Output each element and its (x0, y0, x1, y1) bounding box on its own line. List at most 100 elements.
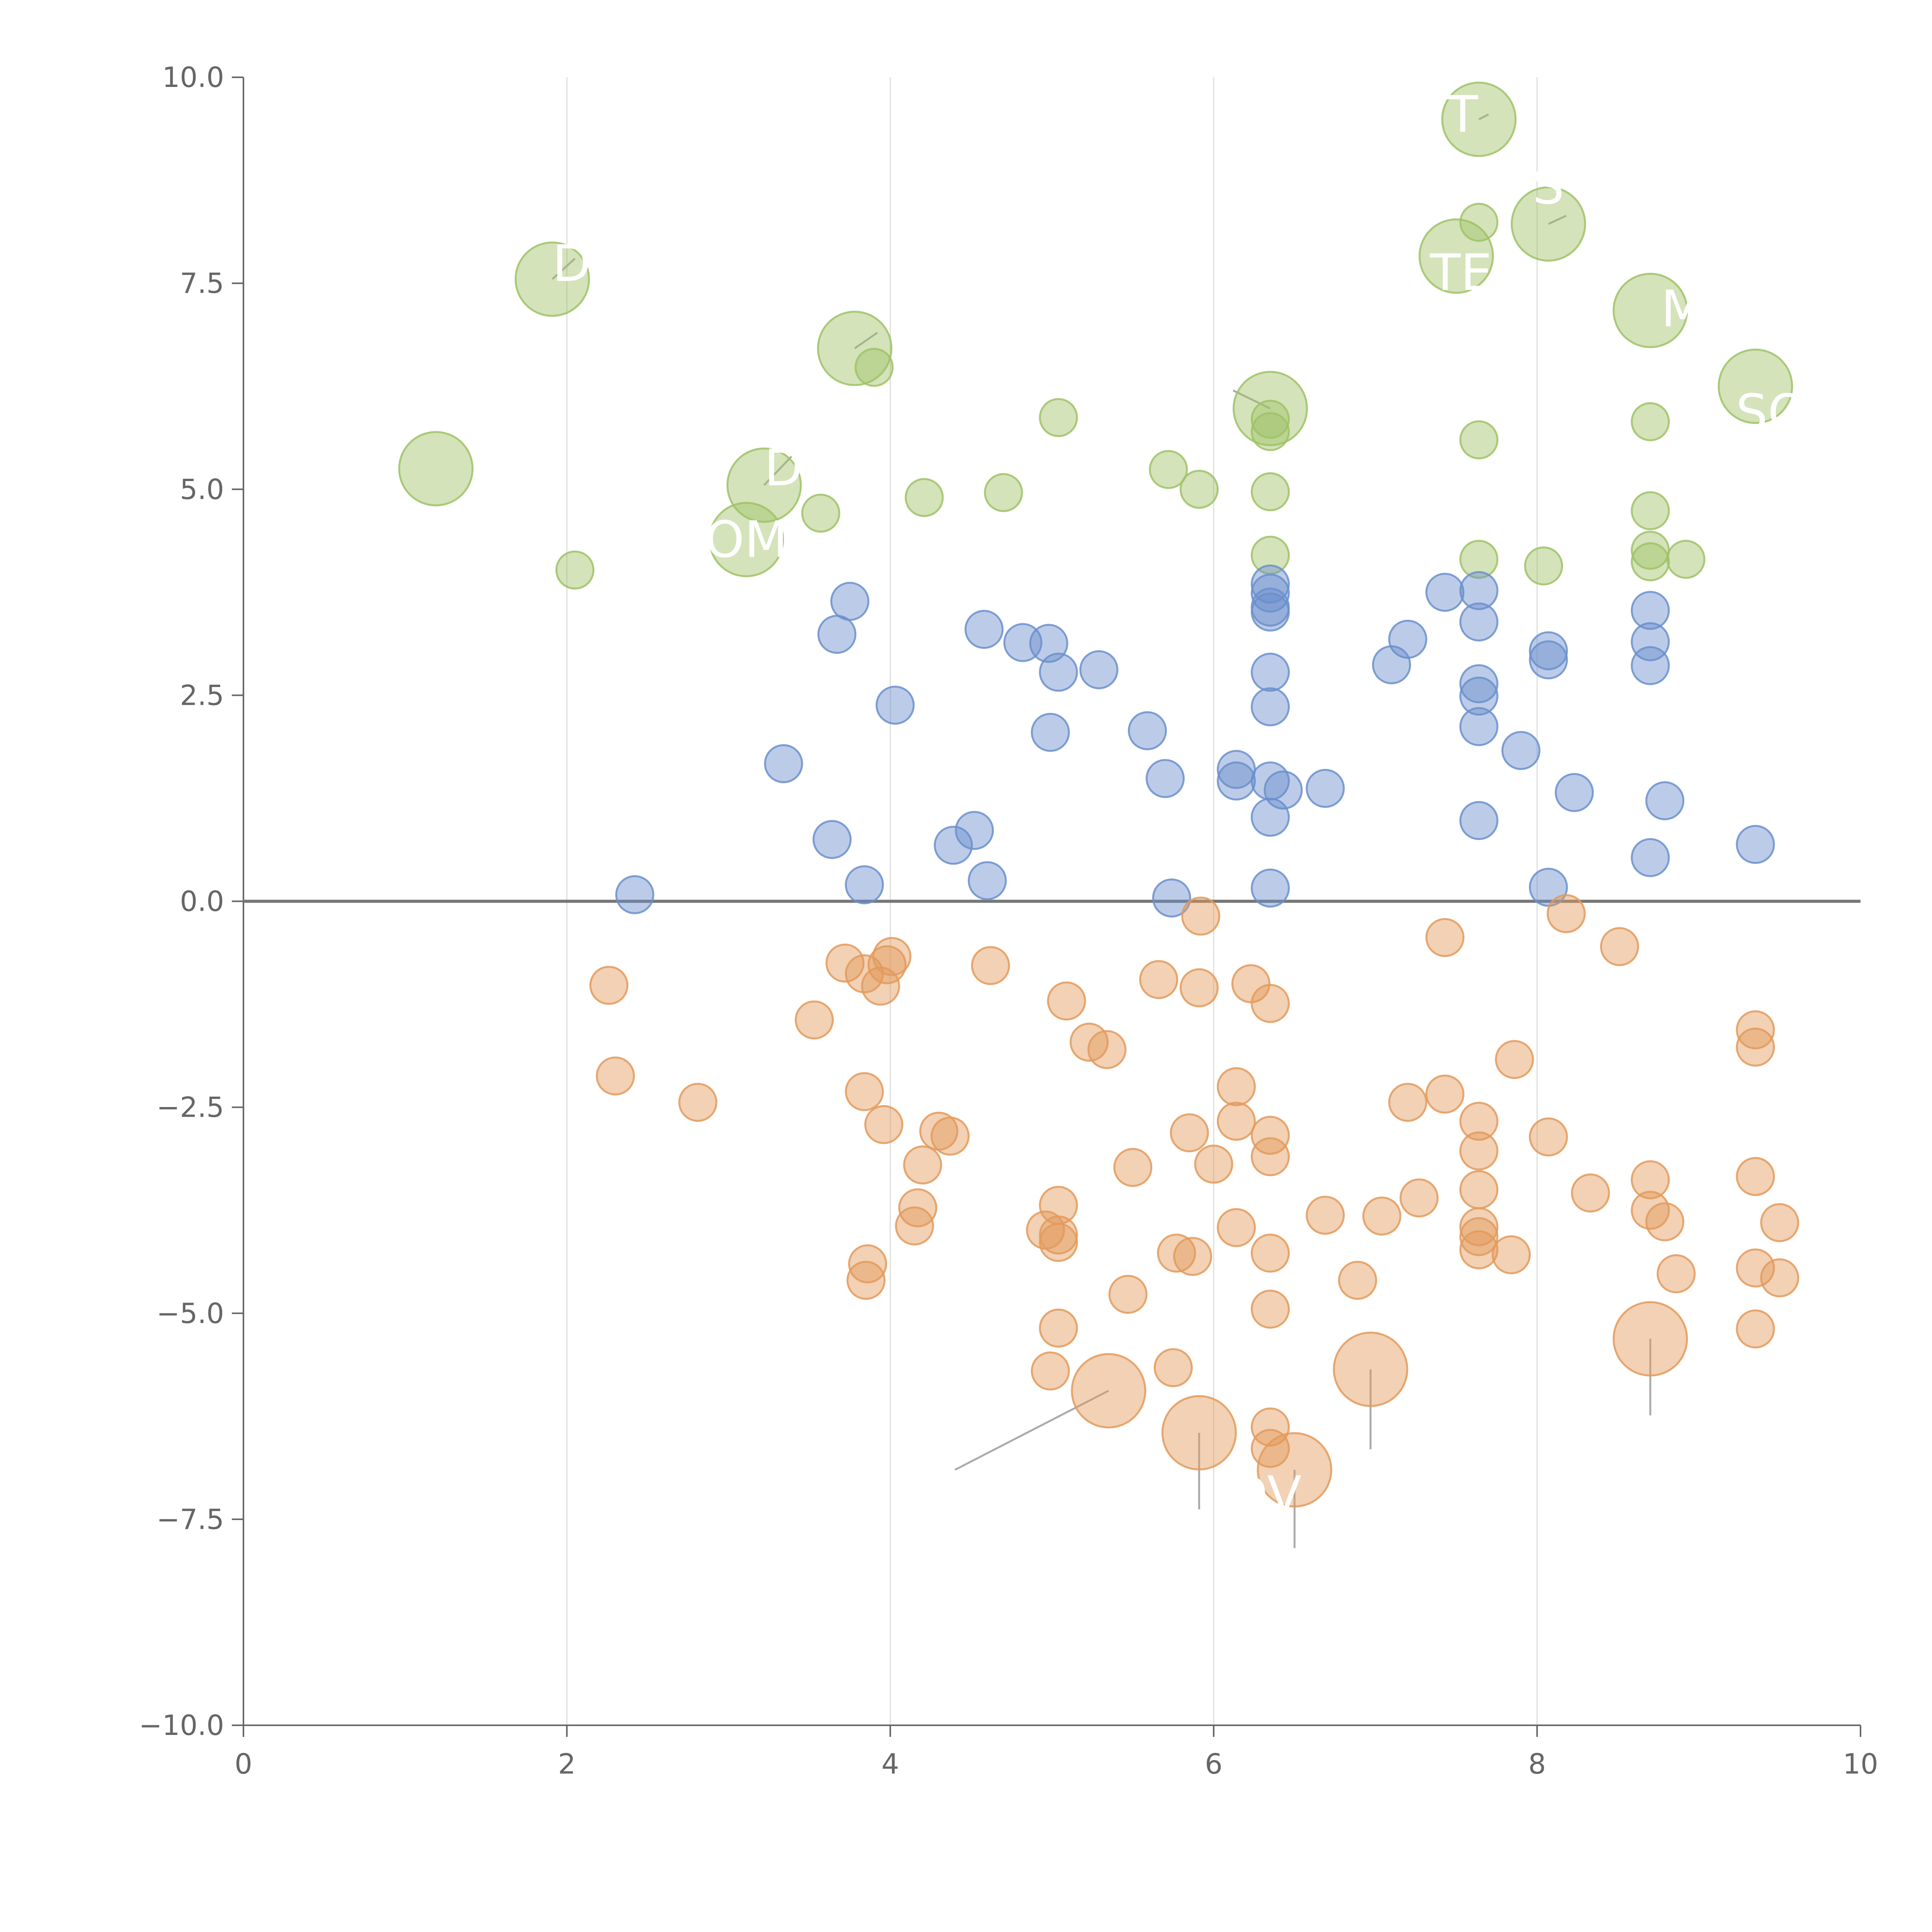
bubble-orange (1736, 1027, 1775, 1067)
bubble-label: T (1447, 85, 1478, 144)
bubble-orange (1173, 1237, 1213, 1276)
y-tick-label: −10.0 (139, 1709, 224, 1742)
x-tick-label: 0 (235, 1748, 252, 1780)
bubble-blue (1459, 677, 1498, 716)
x-tick-label: 10 (1843, 1748, 1878, 1780)
bubble-orange (1736, 1309, 1775, 1349)
bubble-blue (845, 865, 884, 905)
bubble-green (905, 478, 944, 517)
bubble-orange (1257, 1432, 1332, 1508)
bubble-labels: TS TE M SO D D OM DV (553, 85, 1808, 1524)
bubble-orange (794, 1000, 834, 1040)
leader-line (551, 258, 576, 280)
bubble-blue (1631, 646, 1670, 685)
bubble-blue (1501, 731, 1541, 770)
bubble-blue (1250, 868, 1290, 908)
bubble-green (1250, 412, 1290, 451)
bubble-blue (1031, 713, 1070, 752)
bubble-orange (1612, 1301, 1688, 1377)
bubble-blue (968, 861, 1007, 900)
x-tick-label: 8 (1528, 1748, 1546, 1780)
bubble-orange (1306, 1196, 1345, 1235)
bubble-label: M (1661, 279, 1704, 338)
leader-line (1233, 389, 1271, 410)
bubbles (398, 82, 1799, 1508)
bubble-orange (1600, 927, 1639, 966)
bubble-blue (1631, 622, 1670, 662)
bubble-blue (1217, 761, 1256, 801)
bubble-green (1441, 82, 1517, 157)
bubble-orange (1736, 1248, 1775, 1287)
bubble-orange (845, 1072, 884, 1111)
bubble-orange (864, 1105, 903, 1144)
bubble-green (1524, 546, 1563, 586)
bubble-blue (1145, 759, 1185, 798)
bubble-orange (1459, 1170, 1498, 1209)
bubble-blue (764, 744, 803, 783)
bubble-orange (1760, 1258, 1799, 1298)
bubble-orange (1250, 1116, 1290, 1155)
bubble-orange (825, 943, 865, 983)
y-tick-label: −7.5 (156, 1503, 224, 1536)
y-tick-label: 10.0 (162, 61, 224, 94)
bubble-blue (1250, 592, 1290, 632)
bubble-green (1631, 402, 1670, 441)
bubble-blue (1079, 650, 1119, 689)
bubble-blue (1645, 781, 1685, 820)
bubble-blue (1152, 878, 1191, 918)
bubble-orange (1333, 1332, 1408, 1407)
bubble-blue (1631, 838, 1670, 877)
bubble-orange (1181, 896, 1221, 936)
bubble-blue (817, 615, 857, 654)
bubble-green (984, 473, 1023, 512)
bubble-label: D (553, 234, 591, 293)
bubble-green (726, 447, 802, 523)
bubble-orange (1179, 968, 1219, 1007)
bubble-green (1612, 272, 1688, 348)
bubble-orange (1736, 1157, 1775, 1196)
bubble-orange (678, 1083, 718, 1122)
bubble-orange (1157, 1233, 1196, 1273)
bubble-orange (1039, 1308, 1078, 1348)
bubble-green (1631, 542, 1670, 582)
bubble-orange (1250, 1233, 1290, 1273)
leader-line (1478, 113, 1489, 120)
bubble-orange (1139, 960, 1179, 999)
bubble-orange (1108, 1275, 1148, 1314)
y-tick-label: 0.0 (180, 885, 224, 918)
y-tick-label: 2.5 (180, 679, 224, 711)
bubble-green (1666, 540, 1706, 579)
bubble-blue (1459, 707, 1498, 746)
bubble-green (1149, 450, 1188, 489)
bubble-orange (1631, 1160, 1670, 1199)
bubble-orange (1250, 984, 1290, 1023)
bubble-orange (1217, 1067, 1256, 1106)
bubble-green (555, 550, 595, 590)
bubble-orange (1425, 918, 1464, 957)
bubble-label: DV (1230, 1465, 1302, 1524)
bubble-blue (1554, 773, 1594, 812)
bubble-orange (930, 1116, 970, 1156)
bubble-green (801, 493, 840, 533)
bubble-blue (1029, 624, 1068, 663)
bubble-orange (1071, 1353, 1146, 1429)
bubble-blue (955, 811, 994, 850)
bubble-orange (1250, 1137, 1290, 1177)
bubble-blue (1250, 653, 1290, 692)
bubble-orange (1362, 1196, 1401, 1236)
bubble-blue (1736, 825, 1775, 864)
bubble-orange (1113, 1148, 1153, 1187)
bubble-blue (615, 875, 655, 914)
bubble-green (1510, 186, 1586, 262)
bubble-orange (1546, 894, 1586, 933)
bubble-orange (589, 966, 629, 1005)
y-tick-label: −2.5 (156, 1091, 224, 1124)
bubble-label: OM (705, 510, 788, 569)
bubble-green (1250, 400, 1290, 439)
bubble-blue (1388, 619, 1427, 659)
leader-line (1548, 214, 1567, 225)
bubble-blue (1529, 631, 1568, 670)
bubble-orange (1459, 1102, 1498, 1141)
bubble-blue (1529, 640, 1568, 680)
bubble-blue (1631, 591, 1670, 630)
